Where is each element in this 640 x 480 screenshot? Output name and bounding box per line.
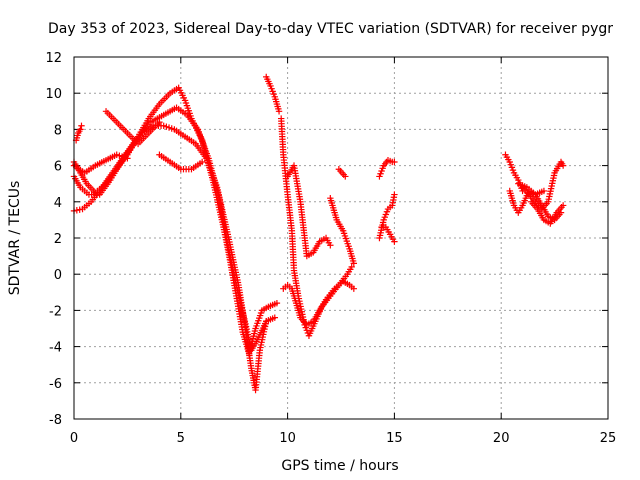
x-tick-label: 10 — [279, 431, 296, 446]
x-axis-label: GPS time / hours — [281, 458, 398, 474]
x-tick-label: 5 — [177, 431, 185, 446]
series-trace-15 — [376, 191, 398, 242]
series-trace-12 — [327, 194, 358, 267]
y-tick-label: -2 — [49, 304, 62, 319]
data-point — [271, 314, 278, 321]
data-point — [348, 263, 355, 271]
y-tick-label: 4 — [54, 196, 62, 211]
data-point — [391, 191, 398, 198]
y-tick-label: -6 — [49, 377, 62, 392]
series-trace-20 — [527, 198, 567, 227]
series-trace-9 — [277, 115, 355, 339]
data-point — [559, 202, 567, 209]
data-point — [559, 162, 567, 169]
y-tick-label: 2 — [54, 232, 62, 247]
data-point — [124, 155, 131, 162]
data-point — [350, 285, 358, 292]
data-point — [78, 122, 85, 129]
series-trace-13 — [335, 166, 349, 180]
series-trace-6 — [102, 108, 163, 148]
data-point — [391, 158, 398, 166]
grid — [74, 57, 608, 419]
x-tick-label: 0 — [70, 431, 78, 446]
data-marks — [70, 73, 567, 394]
series-trace-2 — [70, 104, 278, 354]
y-tick-label: -4 — [49, 341, 62, 356]
data-point — [263, 318, 270, 325]
series-trace-1 — [70, 84, 281, 358]
y-tick-label: 0 — [54, 268, 62, 283]
x-tick-label: 25 — [600, 431, 617, 446]
tick-labels: 0 5 10 15 20 25 -8 -6 -4 -2 0 2 4 6 8 10 12 — [45, 51, 616, 446]
data-point — [273, 299, 281, 307]
data-point — [198, 158, 206, 166]
y-tick-label: -8 — [49, 413, 62, 428]
series-trace-4 — [72, 122, 85, 144]
plot-frame — [73, 56, 609, 420]
series-trace-14 — [376, 156, 398, 180]
data-point — [342, 173, 349, 180]
series-trace-16 — [378, 223, 398, 245]
data-point — [73, 207, 81, 214]
data-point — [540, 187, 548, 195]
y-tick-label: 6 — [54, 160, 62, 175]
data-point — [350, 260, 358, 267]
data-point — [391, 238, 398, 245]
series-trace-21 — [515, 180, 548, 198]
series-trace-7 — [156, 151, 206, 173]
data-point — [77, 126, 84, 133]
chart-title: Day 353 of 2023, Sidereal Day-to-day VTE… — [48, 21, 613, 37]
y-tick-label: 12 — [45, 51, 62, 66]
data-point — [76, 206, 83, 213]
series-trace-8 — [263, 73, 283, 115]
series-trace-3 — [70, 122, 270, 394]
x-tick-label: 15 — [386, 431, 403, 446]
data-point — [275, 108, 283, 115]
data-point — [156, 118, 163, 126]
y-tick-label: 10 — [45, 87, 62, 102]
x-tick-label: 20 — [493, 431, 510, 446]
data-point — [327, 242, 334, 249]
series-trace-11 — [284, 162, 334, 260]
y-axis-label: SDTVAR / TECUs — [7, 181, 23, 296]
series-trace-10 — [280, 278, 358, 329]
y-tick-label: 8 — [54, 123, 62, 138]
